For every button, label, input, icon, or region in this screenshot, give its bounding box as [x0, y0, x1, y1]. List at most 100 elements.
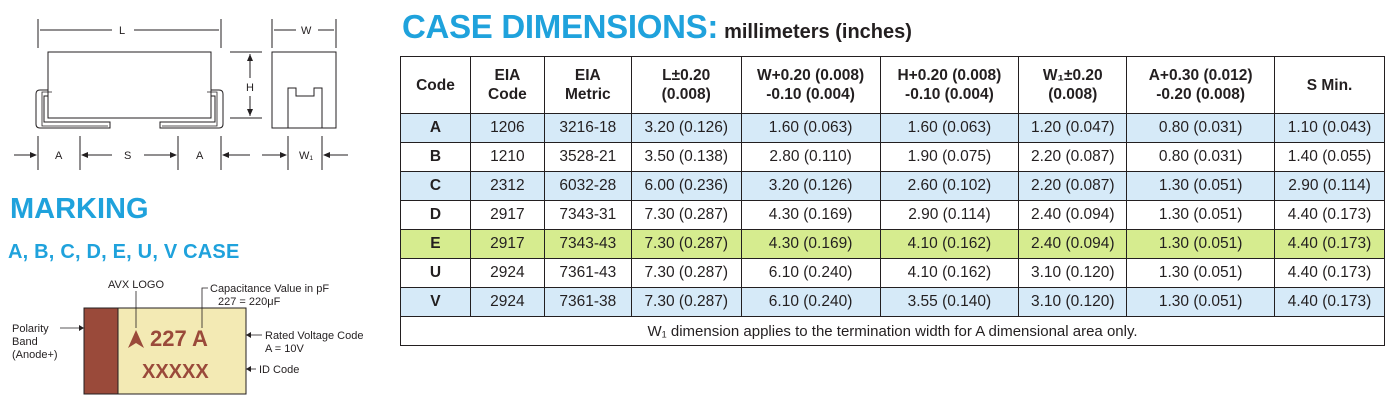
dimension-cell: 1.30 (0.051): [1126, 200, 1276, 230]
case-code-cell: D: [400, 200, 471, 230]
column-header-line: L±0.20: [662, 67, 711, 84]
dimension-cell: 1206: [469, 113, 545, 143]
dim-label-s: S: [124, 150, 131, 162]
dimension-cell: 3216-18: [543, 113, 632, 143]
rated-voltage-label: Rated Voltage Code: [265, 330, 363, 342]
column-header: S Min.: [1274, 56, 1385, 114]
table-row: A 1206 3216-18 3.20 (0.126) 1.60 (0.063) 1.60…: [400, 113, 1385, 143]
table-row: B 1210 3528-21 3.50 (0.138) 2.80 (0.110) 1.90…: [400, 142, 1385, 172]
dim-label-h: H: [246, 82, 254, 94]
dimension-cell: 6.00 (0.236): [630, 171, 742, 201]
dim-label-w: W: [301, 25, 312, 37]
column-header-line: -0.10 (0.004): [905, 86, 994, 103]
dimension-cell: 7343-43: [543, 229, 632, 259]
dimension-cell: 1.40 (0.055): [1274, 142, 1385, 172]
column-header-line: (0.008): [661, 86, 711, 103]
marking-heading: MARKING: [10, 193, 149, 225]
column-header-line: Metric: [565, 86, 611, 103]
table-body: A 1206 3216-18 3.20 (0.126) 1.60 (0.063) 1.60…: [400, 113, 1385, 317]
dimension-cell: 3.10 (0.120): [1018, 287, 1128, 317]
case-dimensions-unit: millimeters (inches): [724, 21, 912, 43]
dimension-cell: 7.30 (0.287): [630, 200, 742, 230]
column-header-line: (0.008): [1048, 86, 1098, 103]
column-header-line: W+0.20 (0.008): [756, 67, 865, 84]
dimension-cell: 1.30 (0.051): [1126, 229, 1276, 259]
dimension-cell: 4.30 (0.169): [740, 200, 881, 230]
dimension-cell: 2.80 (0.110): [740, 142, 881, 172]
dimension-cell: 4.40 (0.173): [1274, 200, 1385, 230]
dimension-cell: 1.90 (0.075): [879, 142, 1020, 172]
dimension-cell: 2924: [469, 258, 545, 288]
dimension-cell: 2.60 (0.102): [879, 171, 1020, 201]
dimension-cell: 4.40 (0.173): [1274, 287, 1385, 317]
dimension-cell: 0.80 (0.031): [1126, 113, 1276, 143]
polarity-label-anode: (Anode+): [12, 349, 58, 361]
column-header-line: Code: [488, 86, 527, 103]
column-header-line: EIA: [574, 67, 601, 84]
avx-logo-icon: [128, 330, 144, 348]
table-row: D 2917 7343-31 7.30 (0.287) 4.30 (0.169) 2.90…: [400, 200, 1385, 230]
column-header-line: -0.20 (0.008): [1156, 86, 1246, 103]
marking-subheading: A, B, C, D, E, U, V CASE: [8, 241, 240, 263]
dim-label-a-right: A: [196, 150, 204, 162]
chip-id-code: XXXXX: [142, 361, 209, 383]
dimension-cell: 1.30 (0.051): [1126, 171, 1276, 201]
dimension-cell: 2.90 (0.114): [879, 200, 1020, 230]
dimension-cell: 7.30 (0.287): [630, 287, 742, 317]
dim-label-w1: W₁: [299, 150, 313, 162]
dimension-cell: 0.80 (0.031): [1126, 142, 1276, 172]
dimension-cell: 3528-21: [543, 142, 632, 172]
rated-voltage-example: A = 10V: [265, 343, 305, 355]
table-footnote: W₁ dimension applies to the termination …: [400, 316, 1385, 346]
table-row: C 2312 6032-28 6.00 (0.236) 3.20 (0.126) 2.60…: [400, 171, 1385, 201]
column-header-line: Code: [416, 76, 455, 94]
dim-label-l: L: [119, 25, 125, 37]
dimension-cell: 4.30 (0.169): [740, 229, 881, 259]
column-header: H+0.20 (0.008) -0.10 (0.004): [879, 56, 1020, 114]
column-header: Code: [400, 56, 471, 114]
avx-logo-label: AVX LOGO: [108, 279, 164, 291]
column-header: W₁±0.20 (0.008): [1018, 56, 1128, 114]
case-code-cell: B: [400, 142, 471, 172]
dimension-cell: 1.60 (0.063): [740, 113, 881, 143]
capacitor-body-side: [47, 51, 212, 119]
column-header-line: EIA: [494, 67, 521, 84]
case-code-cell: C: [400, 171, 471, 201]
dimension-cell: 1210: [469, 142, 545, 172]
dimension-cell: 4.40 (0.173): [1274, 258, 1385, 288]
column-header: EIA Code: [469, 56, 545, 114]
dimension-cell: 1.30 (0.051): [1126, 287, 1276, 317]
dimension-cell: 4.10 (0.162): [879, 229, 1020, 259]
case-dimensions-table: Code EIA Code EIA Metric L±0.20 (0.008) W+0.20 …: [400, 56, 1385, 346]
column-header-line: H+0.20 (0.008): [897, 67, 1002, 84]
dimension-cell: 4.10 (0.162): [879, 258, 1020, 288]
dimension-cell: 2924: [469, 287, 545, 317]
case-code-cell: V: [400, 287, 471, 317]
dimension-cell: 7343-31: [543, 200, 632, 230]
dimension-cell: 1.20 (0.047): [1018, 113, 1128, 143]
dimension-cell: 7.30 (0.287): [630, 258, 742, 288]
column-header: W+0.20 (0.008) -0.10 (0.004): [740, 56, 881, 114]
dimension-cell: 2917: [469, 200, 545, 230]
table-row: E 2917 7343-43 7.30 (0.287) 4.30 (0.169) 4.10…: [400, 229, 1385, 259]
case-code-cell: E: [400, 229, 471, 259]
table-row: U 2924 7361-43 7.30 (0.287) 6.10 (0.240) 4.10…: [400, 258, 1385, 288]
dimension-cell: 6032-28: [543, 171, 632, 201]
column-header: L±0.20 (0.008): [630, 56, 742, 114]
dimension-cell: 6.10 (0.240): [740, 287, 881, 317]
capacitance-label: Capacitance Value in pF: [210, 283, 329, 295]
case-code-cell: U: [400, 258, 471, 288]
chip-capacitance-code: 227 A: [150, 326, 208, 351]
dimension-cell: 2.20 (0.087): [1018, 142, 1128, 172]
column-header-line: S Min.: [1306, 76, 1353, 94]
column-header-line: -0.10 (0.004): [766, 86, 855, 103]
dimension-cell: 1.10 (0.043): [1274, 113, 1385, 143]
dimension-cell: 3.55 (0.140): [879, 287, 1020, 317]
polarity-band: [83, 307, 119, 395]
case-dimension-drawing: L W H A S A W₁: [14, 19, 348, 170]
dimension-cell: 7361-43: [543, 258, 632, 288]
polarity-label-band: Band: [12, 336, 38, 348]
dimension-cell: 2.20 (0.087): [1018, 171, 1128, 201]
dimension-cell: 2.40 (0.094): [1018, 200, 1128, 230]
marking-diagram: 227 A XXXXX AVX LOGO Capacitance Value i…: [12, 279, 363, 395]
